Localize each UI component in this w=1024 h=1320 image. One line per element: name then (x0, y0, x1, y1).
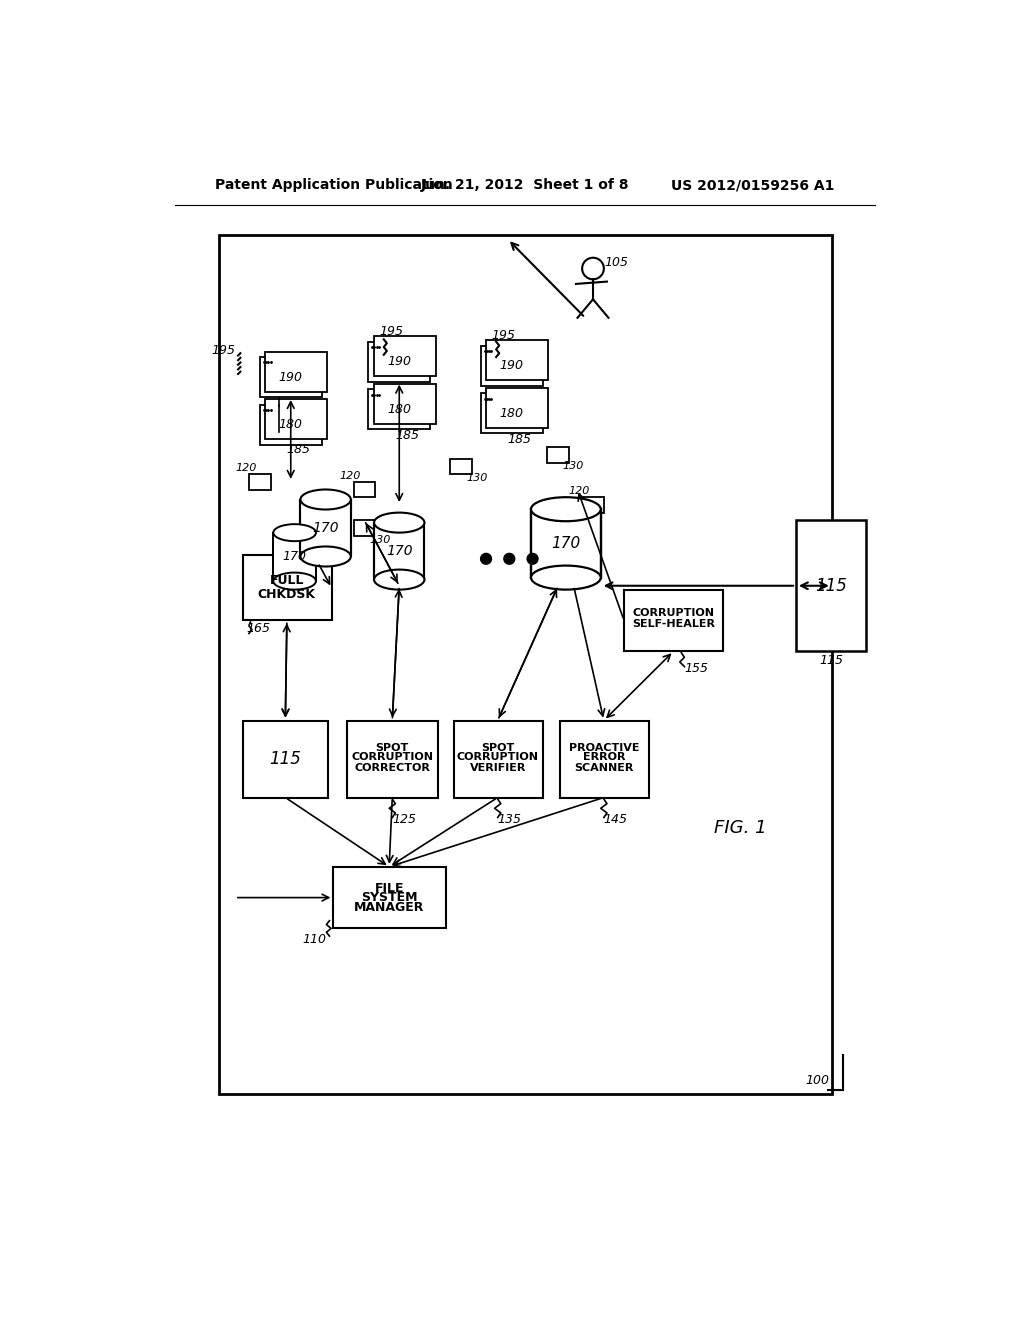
Text: SELF-HEALER: SELF-HEALER (632, 619, 715, 630)
Text: 115: 115 (269, 750, 301, 768)
Circle shape (504, 553, 515, 564)
Text: CORRUPTION: CORRUPTION (351, 752, 433, 763)
Ellipse shape (531, 498, 601, 521)
Text: 180: 180 (500, 407, 523, 420)
Text: 170: 170 (312, 521, 339, 535)
Text: CORRUPTION: CORRUPTION (457, 752, 539, 763)
Bar (374, 337, 435, 376)
Text: 100: 100 (806, 1073, 829, 1086)
Text: 170: 170 (386, 544, 413, 558)
Text: SPOT: SPOT (376, 743, 409, 754)
Bar (369, 342, 430, 381)
Text: 115: 115 (819, 653, 843, 667)
Polygon shape (273, 533, 316, 581)
Text: 145: 145 (603, 813, 628, 825)
Bar (547, 447, 569, 462)
Bar (353, 482, 375, 498)
Text: 180: 180 (387, 403, 412, 416)
Ellipse shape (374, 512, 424, 533)
Text: CORRUPTION: CORRUPTION (633, 607, 715, 618)
Text: SPOT: SPOT (481, 743, 514, 754)
Text: FULL: FULL (269, 574, 304, 587)
Bar (480, 393, 543, 433)
Bar (243, 721, 328, 797)
Text: US 2012/0159256 A1: US 2012/0159256 A1 (672, 178, 835, 193)
Text: 195: 195 (380, 325, 403, 338)
Text: 185: 185 (287, 444, 310, 455)
Bar (454, 721, 543, 797)
Bar (560, 721, 649, 797)
Bar (796, 520, 866, 651)
Text: 130: 130 (466, 473, 487, 483)
Bar (486, 341, 548, 380)
Text: FILE: FILE (375, 882, 403, 895)
Bar (346, 721, 438, 797)
Text: 155: 155 (685, 661, 709, 675)
Text: 195: 195 (211, 345, 234, 358)
Bar (353, 520, 375, 536)
Bar (486, 388, 548, 428)
Text: 105: 105 (604, 256, 629, 269)
Text: ERROR: ERROR (583, 752, 625, 763)
Text: FIG. 1: FIG. 1 (714, 820, 767, 837)
Bar (243, 554, 332, 620)
Ellipse shape (374, 570, 424, 590)
Ellipse shape (273, 524, 316, 541)
Text: 125: 125 (392, 813, 416, 825)
Text: 135: 135 (498, 813, 521, 825)
Text: SYSTEM: SYSTEM (360, 891, 418, 904)
Bar (374, 384, 435, 424)
Text: 195: 195 (492, 329, 516, 342)
Ellipse shape (300, 490, 351, 510)
Bar (219, 235, 831, 1094)
Text: 190: 190 (279, 371, 303, 384)
Bar (265, 400, 328, 440)
Text: 170: 170 (551, 536, 581, 550)
Text: 185: 185 (507, 433, 531, 446)
Ellipse shape (273, 573, 316, 590)
Text: 190: 190 (387, 355, 412, 368)
Text: 165: 165 (246, 622, 270, 635)
Text: PROACTIVE: PROACTIVE (568, 743, 639, 754)
Text: VERIFIER: VERIFIER (469, 763, 526, 774)
Bar (260, 358, 322, 397)
Polygon shape (531, 510, 601, 578)
Text: 185: 185 (395, 429, 419, 442)
Text: Jun. 21, 2012  Sheet 1 of 8: Jun. 21, 2012 Sheet 1 of 8 (421, 178, 629, 193)
Text: 130: 130 (563, 462, 585, 471)
Polygon shape (300, 499, 351, 557)
Text: 120: 120 (340, 471, 361, 480)
Bar (451, 459, 472, 474)
Bar (249, 474, 270, 490)
Bar (260, 405, 322, 445)
Text: 120: 120 (236, 463, 256, 473)
Circle shape (527, 553, 538, 564)
Ellipse shape (300, 546, 351, 566)
Text: 115: 115 (815, 577, 847, 595)
Bar (369, 389, 430, 429)
Polygon shape (374, 523, 424, 579)
Circle shape (480, 553, 492, 564)
Text: CORRECTOR: CORRECTOR (354, 763, 430, 774)
Text: CHKDSK: CHKDSK (258, 587, 315, 601)
Text: 170: 170 (283, 550, 306, 564)
Text: 180: 180 (279, 418, 303, 432)
Text: 120: 120 (568, 486, 590, 496)
Text: MANAGER: MANAGER (354, 902, 424, 915)
Text: 190: 190 (500, 359, 523, 372)
Bar (583, 498, 604, 512)
Ellipse shape (531, 565, 601, 590)
Bar (265, 351, 328, 392)
Bar (624, 590, 723, 651)
Text: 130: 130 (370, 535, 390, 545)
Bar (334, 867, 445, 928)
Text: SCANNER: SCANNER (574, 763, 634, 774)
Text: Patent Application Publication: Patent Application Publication (215, 178, 453, 193)
Text: 110: 110 (302, 933, 326, 946)
Bar (480, 346, 543, 385)
